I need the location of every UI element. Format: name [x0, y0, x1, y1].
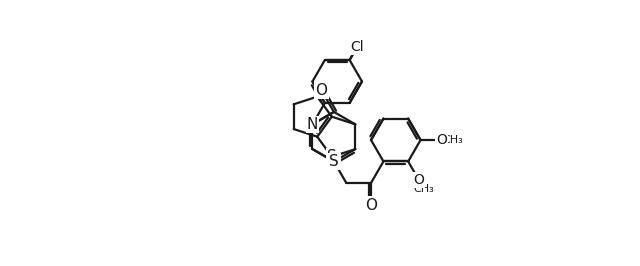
Text: O: O	[413, 173, 424, 187]
Text: N: N	[328, 154, 340, 169]
Text: O: O	[436, 133, 447, 147]
Text: N: N	[307, 117, 318, 132]
Text: S: S	[329, 154, 339, 169]
Text: Cl: Cl	[350, 40, 364, 54]
Text: O: O	[365, 198, 377, 213]
Text: S: S	[327, 149, 337, 164]
Text: O: O	[316, 83, 328, 98]
Text: CH₃: CH₃	[414, 184, 435, 194]
Text: CH₃: CH₃	[442, 135, 463, 145]
